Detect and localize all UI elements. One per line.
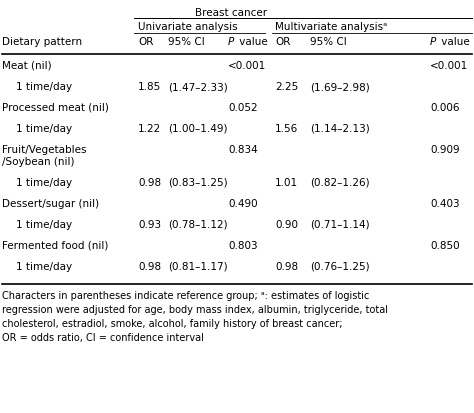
Text: 0.403: 0.403: [430, 199, 460, 209]
Text: 0.803: 0.803: [228, 240, 258, 250]
Text: (0.82–1.26): (0.82–1.26): [310, 178, 370, 188]
Text: 0.98: 0.98: [138, 178, 161, 188]
Text: Breast cancer: Breast cancer: [195, 8, 267, 18]
Text: Fermented food (nil): Fermented food (nil): [2, 240, 109, 250]
Text: 0.006: 0.006: [430, 103, 459, 113]
Text: 0.490: 0.490: [228, 199, 258, 209]
Text: P: P: [228, 37, 234, 47]
Text: (0.78–1.12): (0.78–1.12): [168, 219, 228, 230]
Text: OR: OR: [275, 37, 291, 47]
Text: (0.81–1.17): (0.81–1.17): [168, 261, 228, 271]
Text: cholesterol, estradiol, smoke, alcohol, family history of breast cancer;: cholesterol, estradiol, smoke, alcohol, …: [2, 318, 343, 328]
Text: 1.01: 1.01: [275, 178, 298, 188]
Text: <0.001: <0.001: [228, 61, 266, 71]
Text: Dietary pattern: Dietary pattern: [2, 37, 82, 47]
Text: value: value: [438, 37, 470, 47]
Text: 0.98: 0.98: [138, 261, 161, 271]
Text: 1.22: 1.22: [138, 124, 161, 134]
Text: (1.69–2.98): (1.69–2.98): [310, 82, 370, 92]
Text: 2.25: 2.25: [275, 82, 298, 92]
Text: 0.93: 0.93: [138, 219, 161, 230]
Text: 95% CI: 95% CI: [310, 37, 347, 47]
Text: 95% CI: 95% CI: [168, 37, 205, 47]
Text: Characters in parentheses indicate reference group; ᵃ: estimates of logistic: Characters in parentheses indicate refer…: [2, 290, 369, 300]
Text: 1 time/day: 1 time/day: [16, 219, 72, 230]
Text: <0.001: <0.001: [430, 61, 468, 71]
Text: (1.00–1.49): (1.00–1.49): [168, 124, 228, 134]
Text: OR = odds ratio, CI = confidence interval: OR = odds ratio, CI = confidence interva…: [2, 332, 204, 342]
Text: 0.052: 0.052: [228, 103, 258, 113]
Text: 1.85: 1.85: [138, 82, 161, 92]
Text: /Soybean (nil): /Soybean (nil): [2, 156, 74, 166]
Text: (1.14–2.13): (1.14–2.13): [310, 124, 370, 134]
Text: (1.47–2.33): (1.47–2.33): [168, 82, 228, 92]
Text: 1 time/day: 1 time/day: [16, 178, 72, 188]
Text: 0.98: 0.98: [275, 261, 298, 271]
Text: Fruit/Vegetables: Fruit/Vegetables: [2, 145, 86, 154]
Text: P: P: [430, 37, 436, 47]
Text: 0.850: 0.850: [430, 240, 460, 250]
Text: Dessert/sugar (nil): Dessert/sugar (nil): [2, 199, 99, 209]
Text: value: value: [236, 37, 268, 47]
Text: 0.90: 0.90: [275, 219, 298, 230]
Text: 0.909: 0.909: [430, 145, 460, 154]
Text: 1.56: 1.56: [275, 124, 298, 134]
Text: Multivariate analysisᵃ: Multivariate analysisᵃ: [275, 22, 387, 32]
Text: 1 time/day: 1 time/day: [16, 261, 72, 271]
Text: Meat (nil): Meat (nil): [2, 61, 52, 71]
Text: 1 time/day: 1 time/day: [16, 82, 72, 92]
Text: 1 time/day: 1 time/day: [16, 124, 72, 134]
Text: (0.76–1.25): (0.76–1.25): [310, 261, 370, 271]
Text: Univariate analysis: Univariate analysis: [138, 22, 237, 32]
Text: regression were adjusted for age, body mass index, albumin, triglyceride, total: regression were adjusted for age, body m…: [2, 304, 388, 314]
Text: Processed meat (nil): Processed meat (nil): [2, 103, 109, 113]
Text: OR: OR: [138, 37, 154, 47]
Text: (0.83–1.25): (0.83–1.25): [168, 178, 228, 188]
Text: (0.71–1.14): (0.71–1.14): [310, 219, 370, 230]
Text: 0.834: 0.834: [228, 145, 258, 154]
